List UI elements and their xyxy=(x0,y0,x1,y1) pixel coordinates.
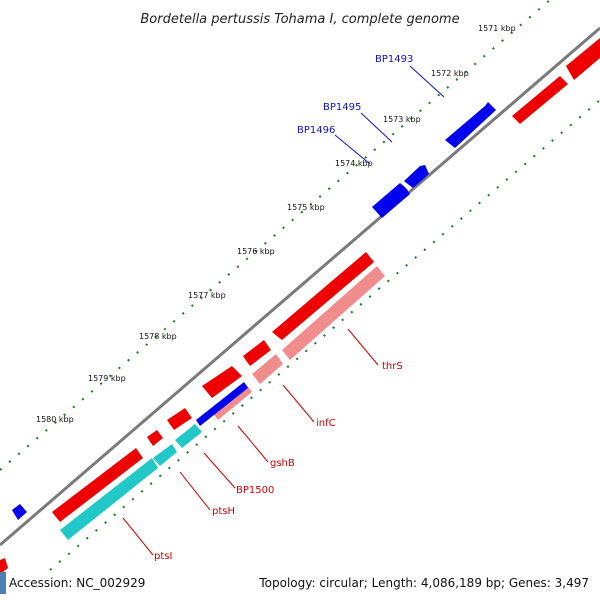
kbp-tick-labels: 1571 kbp 1572 kbp 1573 kbp 1574 kbp 1575… xyxy=(36,24,516,424)
tick-label: 1575 kbp xyxy=(287,203,325,212)
forward-genes xyxy=(12,102,496,520)
swatch xyxy=(0,572,6,594)
gene-arrow-gshB[interactable] xyxy=(202,366,242,398)
pink-block-infC[interactable] xyxy=(252,354,283,384)
genome-backbone xyxy=(0,26,600,547)
tick-label: 1572 kbp xyxy=(431,69,469,78)
connector-thrS xyxy=(347,328,379,366)
gene-arrow-right-top[interactable] xyxy=(566,38,600,80)
legend-swatch xyxy=(0,572,6,594)
label-bp1493[interactable]: BP1493 xyxy=(375,54,413,65)
connector-ptsH xyxy=(179,471,211,511)
label-ptsH[interactable]: ptsH xyxy=(212,506,235,517)
connector-bp1496 xyxy=(334,134,371,165)
tick-label: 1577 kbp xyxy=(188,291,226,300)
outer-dotted-track xyxy=(0,0,551,471)
label-infC[interactable]: infC xyxy=(316,418,336,429)
label-connectors xyxy=(122,65,445,556)
connector-bp1495 xyxy=(360,112,393,143)
pink-genes xyxy=(212,266,385,420)
label-ptsI[interactable]: ptsI xyxy=(154,551,172,562)
gene-labels: BP1493 BP1495 BP1496 thrS infC gshB BP15… xyxy=(154,54,413,562)
gene-arrow-BP1500[interactable] xyxy=(167,408,192,430)
tick-label: 1571 kbp xyxy=(478,24,516,33)
footer-accession: Accession: NC_002929 xyxy=(9,576,145,590)
cyan-block-ptsI[interactable] xyxy=(60,458,158,540)
pink-block-thrS[interactable] xyxy=(282,266,385,360)
tick-label: 1580 kbp xyxy=(36,415,74,424)
cyan-block-BP1500[interactable] xyxy=(175,424,202,448)
gene-arrow-infC[interactable] xyxy=(243,340,271,366)
gene-arrow-thrS[interactable] xyxy=(272,252,374,340)
inner-dotted-track xyxy=(49,99,600,571)
gene-arrow-right[interactable] xyxy=(512,76,568,124)
blue-block-gshB[interactable] xyxy=(196,382,248,426)
connector-infC xyxy=(282,384,315,423)
label-gshB[interactable]: gshB xyxy=(270,458,295,469)
tick-label: 1573 kbp xyxy=(383,115,421,124)
tick-label: 1576 kbp xyxy=(237,247,275,256)
cyan-genes xyxy=(60,382,248,540)
label-bp1496[interactable]: BP1496 xyxy=(297,125,335,136)
gene-arrow-small[interactable] xyxy=(12,504,27,520)
reverse-genes xyxy=(0,38,600,574)
connector-ptsI xyxy=(122,517,154,556)
pink-block-gshB[interactable] xyxy=(212,384,252,420)
gene-arrow-ptsH[interactable] xyxy=(147,430,163,446)
footer-topology: Topology: circular; Length: 4,086,189 bp… xyxy=(258,576,589,590)
gene-arrow-edge[interactable] xyxy=(0,558,8,574)
gene-arrow-bp1496[interactable] xyxy=(372,183,410,218)
cyan-block-ptsH[interactable] xyxy=(153,444,177,466)
map-title: Bordetella pertussis Tohama I, complete … xyxy=(140,12,459,27)
connector-gshB xyxy=(237,425,269,463)
tick-label: 1579 kbp xyxy=(88,374,126,383)
gene-arrow-bp1495[interactable] xyxy=(404,165,429,188)
tick-label: 1574 kbp xyxy=(335,159,373,168)
label-thrS[interactable]: thrS xyxy=(382,361,403,372)
connector-BP1500 xyxy=(203,452,236,489)
label-bp1495[interactable]: BP1495 xyxy=(323,102,361,113)
gene-arrow-ptsI[interactable] xyxy=(52,448,143,522)
tick-label: 1578 kbp xyxy=(139,332,177,341)
connector-bp1493 xyxy=(409,65,445,98)
label-BP1500[interactable]: BP1500 xyxy=(236,485,274,496)
gene-arrow-bp1493[interactable] xyxy=(445,102,496,148)
